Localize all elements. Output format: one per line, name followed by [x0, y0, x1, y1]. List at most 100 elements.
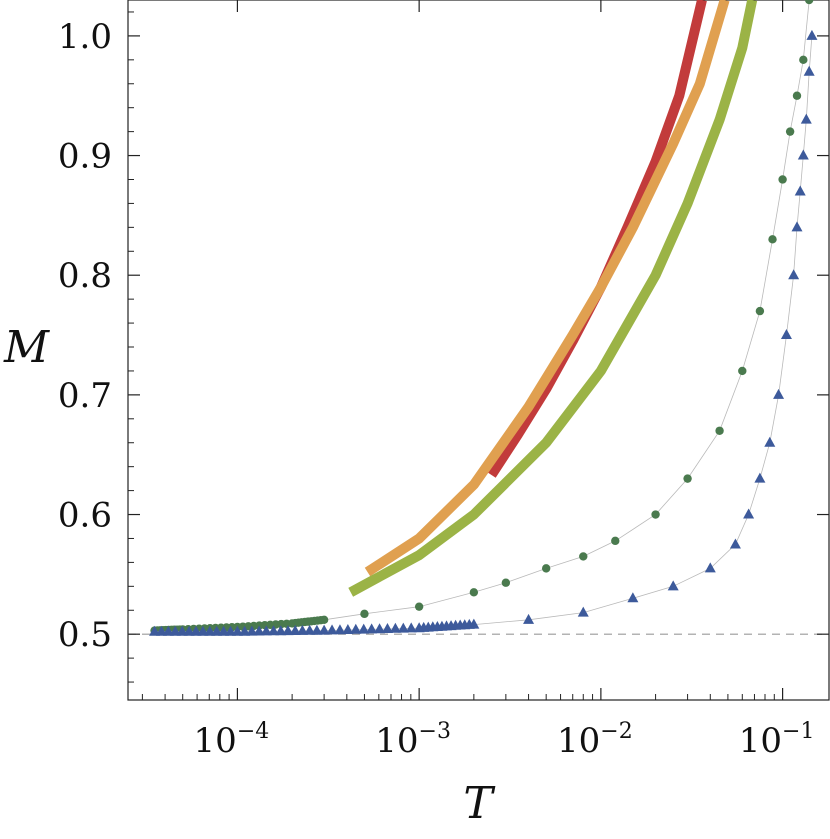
x-tick-label: 10−1	[739, 719, 815, 761]
y-tick-label: 0.8	[58, 256, 112, 296]
series-line	[364, 0, 730, 577]
x-axis-title: T	[463, 778, 496, 829]
data-point	[501, 578, 511, 587]
data-point	[800, 113, 812, 124]
data-point	[579, 552, 588, 561]
data-point	[374, 623, 386, 634]
data-point	[211, 625, 223, 636]
data-point	[755, 306, 765, 316]
data-point	[342, 624, 354, 634]
data-point	[197, 625, 209, 636]
data-point	[715, 426, 724, 435]
data-point	[183, 625, 195, 636]
data-point	[296, 624, 308, 635]
y-tick-label: 0.6	[58, 496, 112, 536]
data-point	[804, 0, 814, 5]
data-point	[414, 602, 424, 611]
minor-ticks	[128, 11, 775, 700]
data-point	[651, 510, 660, 519]
data-point	[246, 625, 258, 636]
data-point	[806, 29, 818, 40]
data-point	[683, 474, 692, 483]
data-point	[523, 613, 535, 624]
data-point	[541, 564, 551, 573]
data-point	[218, 625, 230, 636]
data-point	[792, 91, 802, 100]
series-2	[364, 0, 730, 577]
series-layer	[149, 0, 818, 636]
data-point	[389, 622, 401, 633]
data-point	[358, 623, 370, 634]
data-point	[397, 622, 409, 633]
data-point	[780, 329, 792, 340]
data-point	[469, 588, 479, 597]
data-point	[791, 221, 803, 232]
plot-frame	[127, 0, 830, 701]
data-point	[319, 615, 329, 625]
data-point	[803, 65, 815, 76]
data-point	[704, 562, 716, 573]
data-point	[326, 624, 338, 635]
data-point	[667, 580, 679, 591]
series-thin-line	[154, 0, 810, 631]
data-point	[350, 623, 362, 634]
data-point	[778, 175, 787, 184]
y-tick-labels: 0.5 0.6 0.7 0.8 0.9 1.0	[58, 17, 112, 655]
y-tick-label: 0.7	[58, 376, 112, 416]
data-point	[176, 625, 188, 636]
data-point	[743, 508, 755, 519]
data-point	[311, 624, 323, 635]
data-point	[729, 538, 741, 549]
data-point	[381, 623, 393, 634]
data-point	[627, 592, 639, 603]
data-point	[239, 625, 251, 636]
data-point	[577, 606, 589, 617]
data-point	[366, 623, 378, 634]
data-point	[318, 624, 330, 635]
data-point	[190, 625, 202, 636]
data-point	[405, 622, 417, 633]
data-point	[275, 625, 287, 636]
data-point	[754, 472, 766, 483]
data-point	[231, 625, 243, 636]
data-point	[799, 55, 808, 65]
data-point	[169, 625, 181, 636]
data-point	[253, 625, 265, 636]
data-point	[204, 625, 216, 636]
y-axis-title: M	[3, 322, 50, 373]
y-tick-label: 0.5	[58, 615, 112, 655]
data-point	[738, 366, 747, 376]
data-point	[334, 624, 346, 635]
data-point	[155, 625, 167, 636]
data-point	[289, 624, 301, 635]
y-tick-label: 1.0	[58, 17, 112, 57]
data-point	[282, 625, 294, 636]
data-point	[611, 536, 620, 546]
data-point	[162, 625, 174, 636]
x-tick-label: 10−4	[194, 719, 270, 761]
x-tick-label: 10−2	[557, 719, 633, 761]
data-point	[768, 235, 777, 244]
major-ticks	[128, 0, 829, 700]
series-4	[150, 0, 814, 635]
x-tick-labels: 10−4 10−3 10−2 10−1	[194, 719, 815, 761]
data-point	[268, 625, 280, 636]
data-point	[794, 185, 806, 196]
data-point	[149, 625, 161, 636]
series-5	[149, 29, 818, 636]
series-3	[348, 0, 758, 597]
data-point	[797, 149, 809, 160]
data-point	[785, 127, 795, 136]
data-point	[788, 269, 800, 280]
y-tick-label: 0.9	[58, 137, 112, 177]
data-point	[764, 436, 776, 447]
x-tick-label: 10−3	[375, 719, 451, 761]
data-point	[260, 625, 272, 636]
data-point	[225, 625, 237, 636]
data-point	[468, 618, 480, 629]
series-line	[348, 0, 758, 597]
data-point	[360, 609, 369, 619]
data-point	[773, 388, 785, 399]
data-point	[304, 624, 316, 635]
